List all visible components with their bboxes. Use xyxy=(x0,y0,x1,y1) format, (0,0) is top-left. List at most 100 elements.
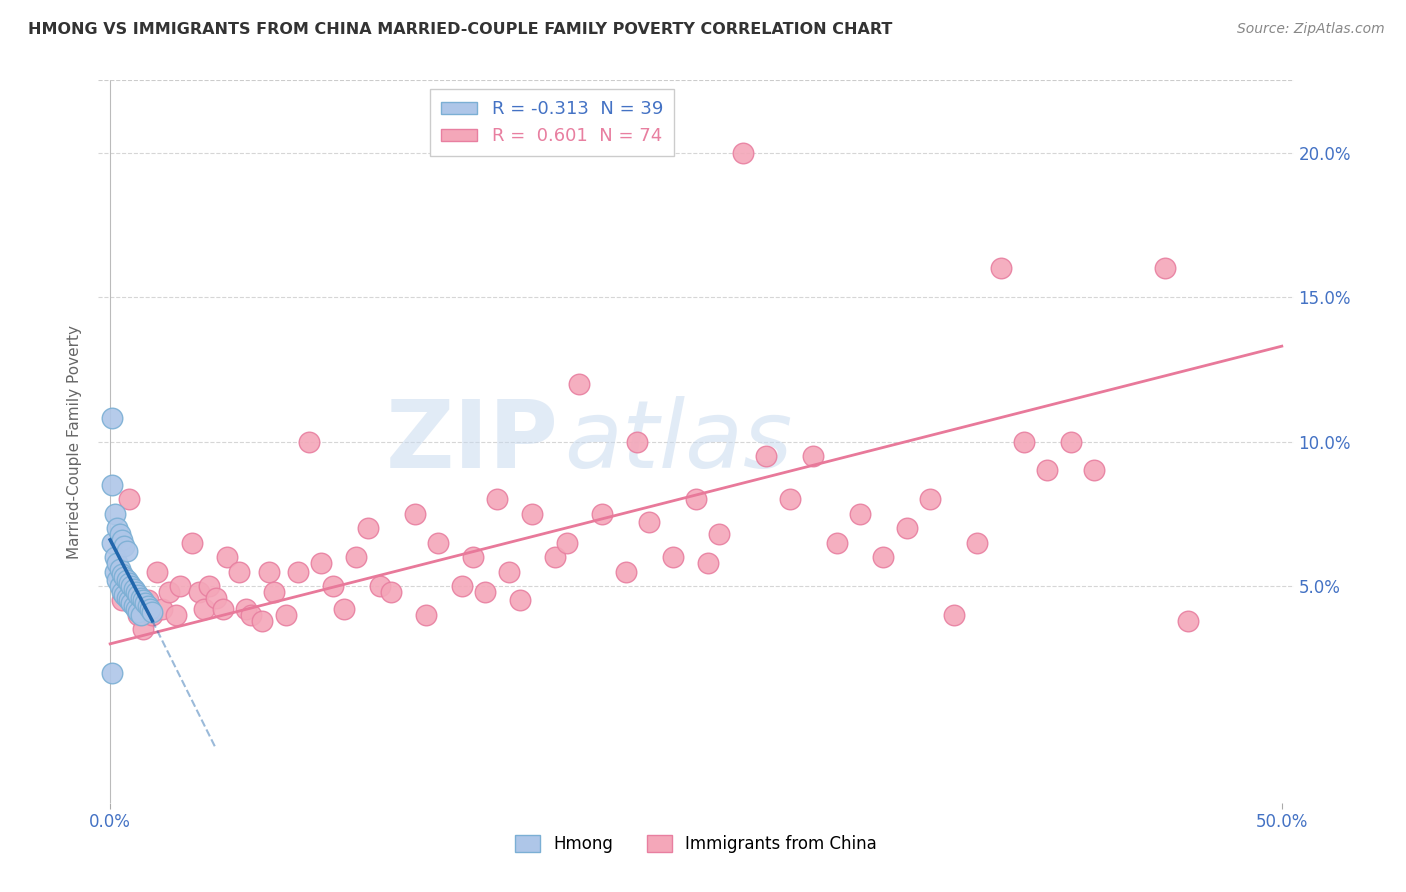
Point xyxy=(122,599,145,614)
Point xyxy=(111,533,134,547)
Point xyxy=(427,535,450,549)
Point xyxy=(111,584,134,599)
Point xyxy=(755,449,778,463)
Point xyxy=(872,550,894,565)
Point xyxy=(108,527,131,541)
Point xyxy=(309,556,332,570)
Point xyxy=(139,602,162,616)
Point xyxy=(204,591,226,605)
Point xyxy=(1083,463,1105,477)
Point xyxy=(709,527,731,541)
Point xyxy=(101,665,124,680)
Point xyxy=(132,623,155,637)
Point xyxy=(920,492,942,507)
Point xyxy=(127,588,149,602)
Point xyxy=(322,579,344,593)
Point xyxy=(181,535,204,549)
Point xyxy=(896,521,918,535)
Point xyxy=(825,535,848,549)
Point xyxy=(141,605,163,619)
Point xyxy=(101,478,124,492)
Point xyxy=(685,492,707,507)
Point xyxy=(520,507,543,521)
Point xyxy=(125,602,148,616)
Point xyxy=(136,599,159,614)
Point xyxy=(134,596,156,610)
Point xyxy=(104,565,127,579)
Point xyxy=(357,521,380,535)
Point xyxy=(136,593,159,607)
Point xyxy=(235,602,257,616)
Point xyxy=(129,591,152,605)
Point xyxy=(1012,434,1035,449)
Point xyxy=(1060,434,1083,449)
Point xyxy=(165,607,187,622)
Point xyxy=(125,584,148,599)
Point xyxy=(146,565,169,579)
Text: atlas: atlas xyxy=(565,396,793,487)
Point xyxy=(120,596,142,610)
Point xyxy=(298,434,321,449)
Point xyxy=(105,556,128,570)
Point xyxy=(197,579,219,593)
Point xyxy=(498,565,520,579)
Point xyxy=(127,607,149,622)
Y-axis label: Married-Couple Family Poverty: Married-Couple Family Poverty xyxy=(67,325,83,558)
Point xyxy=(849,507,872,521)
Point xyxy=(141,607,163,622)
Point xyxy=(122,582,145,596)
Point xyxy=(368,579,391,593)
Point xyxy=(801,449,824,463)
Point xyxy=(626,434,648,449)
Point xyxy=(661,550,683,565)
Point xyxy=(105,521,128,535)
Point xyxy=(485,492,508,507)
Point xyxy=(239,607,262,622)
Point xyxy=(118,492,141,507)
Point xyxy=(120,579,142,593)
Point xyxy=(380,584,402,599)
Point xyxy=(108,579,131,593)
Point xyxy=(591,507,613,521)
Point xyxy=(555,535,578,549)
Point xyxy=(132,593,155,607)
Point xyxy=(544,550,567,565)
Point xyxy=(101,411,124,425)
Point xyxy=(404,507,426,521)
Point xyxy=(108,562,131,576)
Point xyxy=(188,584,211,599)
Point xyxy=(112,539,135,553)
Point xyxy=(263,584,285,599)
Point xyxy=(112,570,135,584)
Point xyxy=(111,567,134,582)
Point xyxy=(104,550,127,565)
Point xyxy=(259,565,281,579)
Point xyxy=(415,607,437,622)
Point xyxy=(228,565,250,579)
Point xyxy=(118,593,141,607)
Point xyxy=(157,584,180,599)
Point xyxy=(211,602,233,616)
Point xyxy=(614,565,637,579)
Point xyxy=(118,576,141,591)
Point xyxy=(966,535,988,549)
Point xyxy=(127,605,149,619)
Point xyxy=(1177,614,1199,628)
Text: Source: ZipAtlas.com: Source: ZipAtlas.com xyxy=(1237,22,1385,37)
Point xyxy=(779,492,801,507)
Point xyxy=(1036,463,1059,477)
Point xyxy=(193,602,215,616)
Point xyxy=(638,516,661,530)
Point xyxy=(101,535,124,549)
Point xyxy=(115,544,138,558)
Point xyxy=(115,574,138,588)
Point xyxy=(115,591,138,605)
Point xyxy=(112,588,135,602)
Point xyxy=(122,593,145,607)
Point xyxy=(474,584,496,599)
Point xyxy=(463,550,485,565)
Point xyxy=(990,261,1012,276)
Point xyxy=(509,593,531,607)
Point xyxy=(696,556,718,570)
Text: ZIP: ZIP xyxy=(385,395,558,488)
